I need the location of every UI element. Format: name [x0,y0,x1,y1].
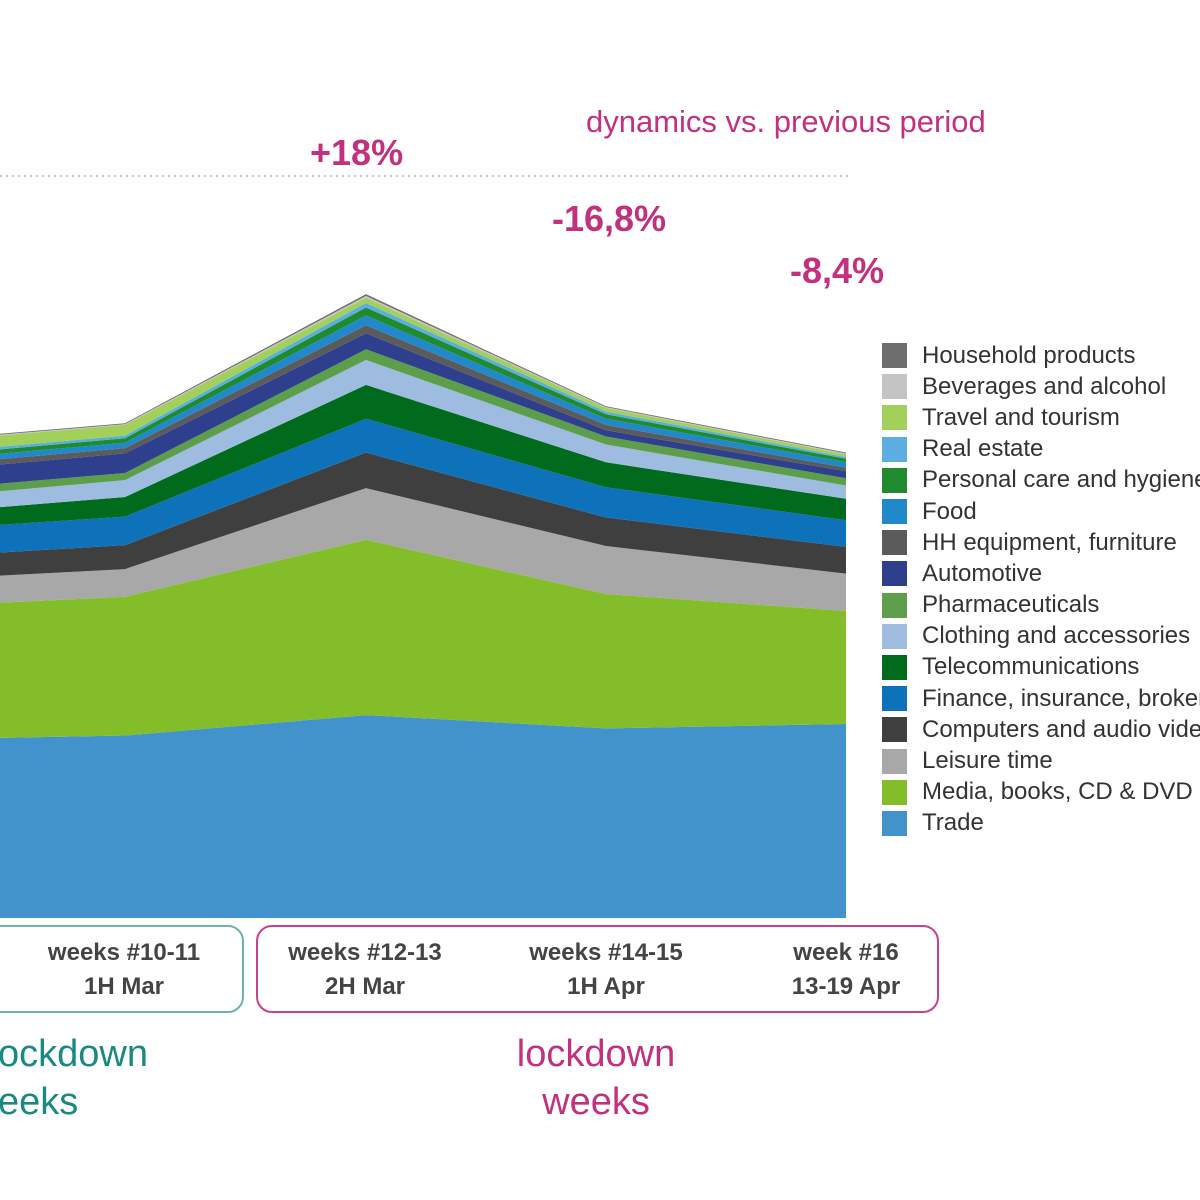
legend-item: Media, books, CD & DVD [882,777,1200,808]
x-axis-label: weeks #10-11 1H Mar [4,936,244,1004]
legend-label: Personal care and hygiene [922,466,1200,494]
week-range: weeks #12-13 [288,939,442,966]
chart-subtitle: dynamics vs. previous period [586,104,986,139]
legend-label: Household products [922,341,1136,369]
period-line: lockdown [516,1033,676,1075]
x-axis-label: weeks #12-13 2H Mar [245,936,485,1004]
pre-lockdown-weeks-box [0,925,244,1013]
legend-label: Finance, insurance, brokerage [922,684,1200,712]
week-period: 13-19 Apr [791,973,901,1000]
period-line: ockdown [0,1033,148,1075]
area-series-telecommunications [0,384,846,525]
legend-swatch [882,779,907,805]
legend-swatch [882,686,907,712]
area-series-pharmaceuticals [0,349,846,492]
x-axis-label: weeks #14-15 1H Apr [486,936,726,1004]
chart-legend: Household products Beverages and alcohol T… [882,340,1200,839]
legend-label: Beverages and alcohol [922,372,1167,400]
legend-label: Telecommunications [922,653,1140,681]
legend-swatch [882,343,907,369]
legend-item: Trade [882,808,1200,839]
week-range: weeks #14-15 [529,939,683,966]
dynamics-label: -16,8% [552,198,667,239]
legend-swatch [882,654,907,680]
week-range: week #16 [793,939,899,966]
period-line: eeks [0,1081,79,1123]
legend-swatch [882,436,907,462]
legend-swatch [882,748,907,774]
legend-item: Clothing and accessories [882,621,1200,652]
area-series-trade [0,715,846,918]
legend-swatch [882,592,907,618]
legend-label: Trade [922,809,984,837]
legend-swatch [882,623,907,649]
legend-swatch [882,374,907,400]
legend-swatch [882,717,907,743]
legend-item: Finance, insurance, brokerage [882,683,1200,714]
legend-item: Personal care and hygiene [882,465,1200,496]
legend-item: Computers and audio video [882,714,1200,745]
legend-swatch [882,561,907,587]
week-period: 1H Mar [83,973,165,1000]
legend-label: Travel and tourism [922,403,1120,431]
legend-swatch [882,810,907,836]
legend-swatch [882,530,907,556]
lockdown-weeks-box [256,925,939,1013]
legend-item: Food [882,496,1200,527]
pre-lockdown-period-label: ockdown eeks [0,1030,148,1126]
area-series-hh-equipment-furniture [0,325,846,472]
x-axis-label: week #16 13-19 Apr [726,936,966,1004]
legend-item: Pharmaceuticals [882,590,1200,621]
period-line: weeks [542,1081,650,1123]
legend-label: Computers and audio video [922,715,1200,743]
dynamics-label: +18% [310,132,404,173]
legend-item: Leisure time [882,745,1200,776]
legend-label: Food [922,497,977,525]
legend-swatch [882,405,907,431]
legend-item: Travel and tourism [882,402,1200,433]
area-series-leisure-time [0,488,846,611]
area-layers [0,294,846,918]
legend-label: Media, books, CD & DVD [922,778,1193,806]
legend-swatch [882,499,907,525]
legend-item: Beverages and alcohol [882,371,1200,402]
area-series-personal-care-and-hygiene [0,307,846,463]
legend-label: Pharmaceuticals [922,591,1100,619]
legend-label: HH equipment, furniture [922,528,1177,556]
legend-label: Leisure time [922,747,1053,775]
week-range: weeks #10-11 [47,939,201,966]
legend-swatch [882,467,907,493]
legend-label: Clothing and accessories [922,622,1191,650]
area-series-automotive [0,333,846,484]
legend-label: Real estate [922,435,1044,463]
legend-item: Telecommunications [882,652,1200,683]
legend-item: Real estate [882,434,1200,465]
area-series-media-books-cd-dvd [0,539,846,738]
lockdown-period-label: lockdown weeks [496,1030,696,1126]
area-series-food [0,315,846,468]
legend-label: Automotive [922,559,1043,587]
area-series-computers-and-audio-video [0,452,846,576]
area-series-finance-insurance-brokerage [0,418,846,553]
dynamics-label: -8,4% [790,250,885,291]
week-period: 2H Mar [324,973,406,1000]
area-series-clothing-and-accessories [0,360,846,508]
legend-item: Automotive [882,558,1200,589]
legend-item: HH equipment, furniture [882,527,1200,558]
legend-item: Household products [882,340,1200,371]
week-period: 1H Apr [567,973,645,1000]
